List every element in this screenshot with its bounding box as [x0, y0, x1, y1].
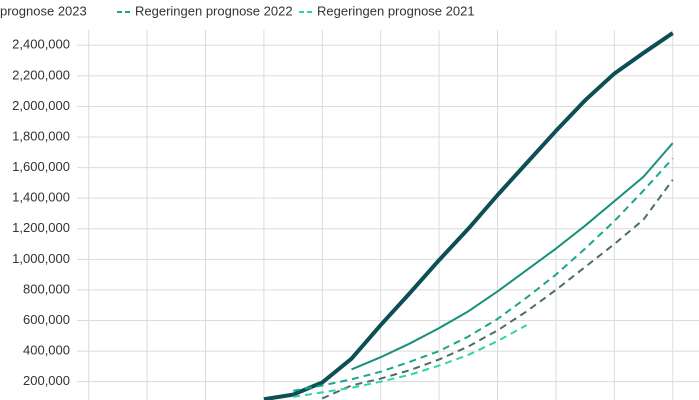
- line: [263, 31, 674, 400]
- y-tick-label: 600,000: [23, 312, 70, 327]
- y-tick-label: 800,000: [23, 281, 70, 296]
- y-tick-label: 1,000,000: [12, 251, 70, 266]
- y-tick-label: 1,800,000: [12, 128, 70, 143]
- line: [321, 179, 674, 400]
- line: [351, 142, 674, 371]
- line: [292, 157, 674, 392]
- y-tick-label: 2,400,000: [12, 37, 70, 52]
- line: [292, 324, 528, 398]
- y-tick-label: 1,400,000: [12, 190, 70, 205]
- y-tick-label: 1,600,000: [12, 159, 70, 174]
- legend-label: Regeringen prognose 2022: [135, 3, 293, 18]
- y-tick-label: 200,000: [23, 373, 70, 388]
- y-tick-label: 2,000,000: [12, 98, 70, 113]
- y-tick-label: 1,200,000: [12, 220, 70, 235]
- y-tick-label: 2,200,000: [12, 67, 70, 82]
- y-tick-label: 400,000: [23, 343, 70, 358]
- legend-label: prognose 2023: [0, 3, 87, 18]
- legend-bg: [0, 0, 699, 24]
- legend-label: Regeringen prognose 2021: [317, 3, 475, 18]
